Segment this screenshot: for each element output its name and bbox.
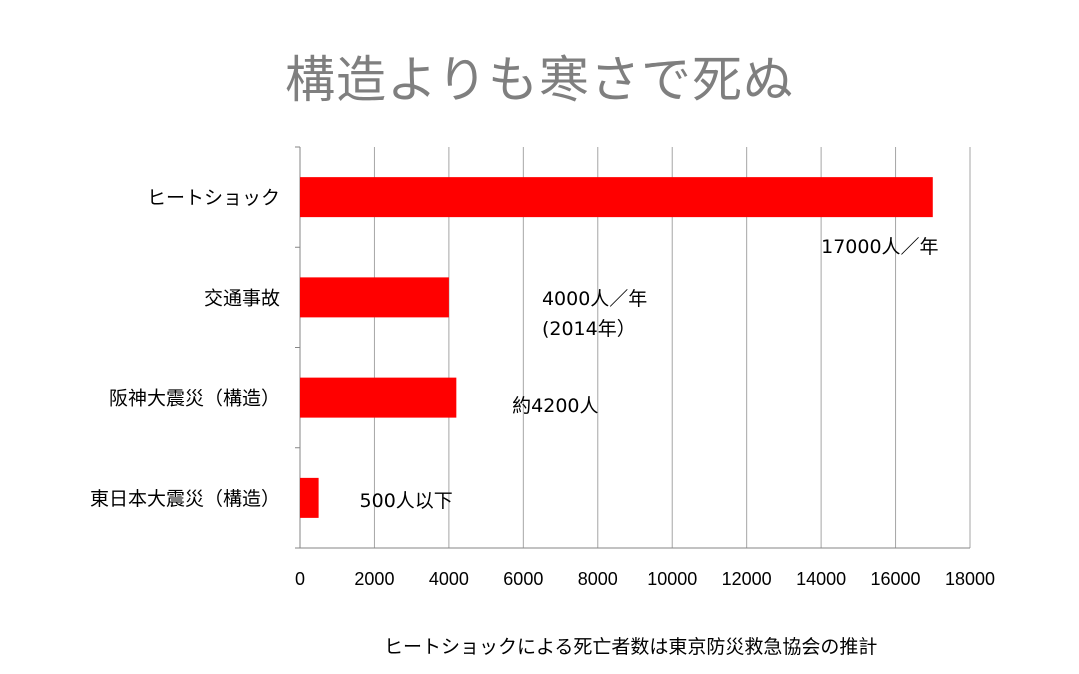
x-tick-label: 12000: [722, 569, 772, 589]
category-label: 阪神大震災（構造）: [109, 388, 280, 410]
bar: [300, 277, 449, 318]
x-tick-label: 18000: [945, 569, 995, 589]
x-tick-label: 16000: [871, 569, 921, 589]
category-label: 交通事故: [204, 287, 280, 309]
footnote: ヒートショックによる死亡者数は東京防災救急協会の推計: [384, 636, 878, 658]
category-label: ヒートショック: [147, 187, 280, 209]
data-label: 500人以下: [360, 490, 453, 512]
data-label: 4000人／年: [542, 288, 647, 310]
x-tick-label: 4000: [429, 569, 469, 589]
bar: [300, 377, 457, 418]
x-tick-label: 2000: [354, 569, 394, 589]
data-label: 約4200人: [512, 395, 598, 417]
bar: [300, 477, 319, 518]
x-tick-label: 10000: [647, 569, 697, 589]
category-label: 東日本大震災（構造）: [90, 488, 280, 510]
chart-title: 構造よりも寒さで死ぬ: [285, 51, 794, 109]
x-tick-label: 8000: [578, 569, 618, 589]
x-tick-label: 0: [295, 569, 305, 589]
data-label: (2014年）: [542, 318, 636, 340]
x-tick-label: 14000: [796, 569, 846, 589]
bar: [300, 177, 933, 218]
data-label: 17000人／年: [821, 236, 938, 258]
x-tick-label: 6000: [503, 569, 543, 589]
